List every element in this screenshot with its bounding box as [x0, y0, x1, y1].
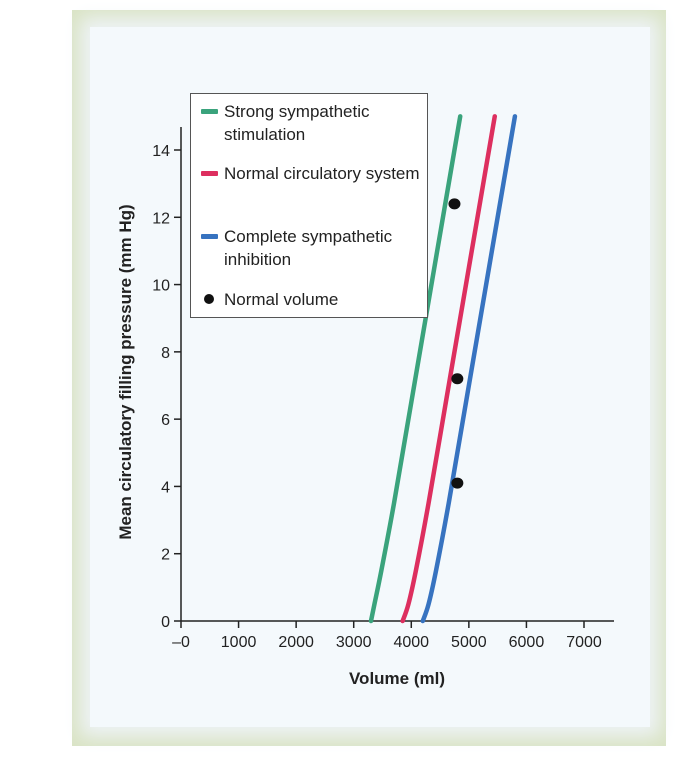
series-line-strong-sympathetic — [368, 114, 463, 624]
legend-label: Strong sympathetic stimulation — [224, 102, 370, 144]
x-tick-label: 4000 — [393, 634, 429, 651]
x-tick-label: 5000 — [451, 634, 487, 651]
y-tick-label: 14 — [152, 143, 170, 160]
y-tick-label: 4 — [161, 479, 170, 496]
legend-swatch-green — [201, 109, 218, 114]
y-tick-label: 10 — [152, 278, 170, 295]
legend-dot-marker — [204, 294, 214, 304]
legend-item-normal-circulatory: Normal circulatory system — [201, 162, 424, 185]
normal-volume-marker — [451, 373, 464, 385]
y-ticks: 0 2 4 6 8 10 12 14 — [152, 143, 181, 631]
legend-swatch-red — [201, 171, 218, 176]
y-tick-label: 2 — [161, 547, 170, 564]
x-tick-label: 3000 — [336, 634, 372, 651]
y-tick-label: 6 — [161, 412, 170, 429]
normal-volume-marker — [448, 198, 461, 210]
x-tick-label: 1000 — [221, 634, 257, 651]
x-ticks: –0 1000 2000 3000 4000 5000 6000 7000 — [172, 621, 602, 651]
legend-label: Normal circulatory system — [224, 164, 420, 183]
y-tick-label: 0 — [161, 614, 170, 631]
y-tick-label: 8 — [161, 345, 170, 362]
series-layer — [368, 114, 518, 624]
x-tick-label: 7000 — [566, 634, 602, 651]
x-tick-label: 6000 — [509, 634, 545, 651]
legend-label: Normal volume — [224, 290, 339, 309]
normal-volume-marker — [451, 477, 464, 489]
y-axis-title: Mean circulatory filling pressure (mm Hg… — [116, 204, 135, 539]
x-tick-label: –0 — [172, 634, 190, 651]
legend-item-normal-volume: Normal volume — [201, 288, 424, 311]
series-line-normal — [400, 114, 498, 624]
legend: Strong sympathetic stimulation Normal ci… — [190, 93, 428, 318]
legend-item-complete-inhibition: Complete sympathetic inhibition — [201, 225, 424, 271]
axes — [180, 127, 614, 622]
marker-layer — [448, 198, 464, 489]
legend-item-strong-sympathetic: Strong sympathetic stimulation — [201, 100, 424, 146]
x-tick-label: 2000 — [278, 634, 314, 651]
series-line-inhibition — [420, 114, 518, 624]
legend-swatch-blue — [201, 234, 218, 239]
legend-label: Complete sympathetic inhibition — [224, 227, 393, 269]
y-tick-label: 12 — [152, 210, 170, 227]
x-axis-title: Volume (ml) — [349, 669, 445, 688]
